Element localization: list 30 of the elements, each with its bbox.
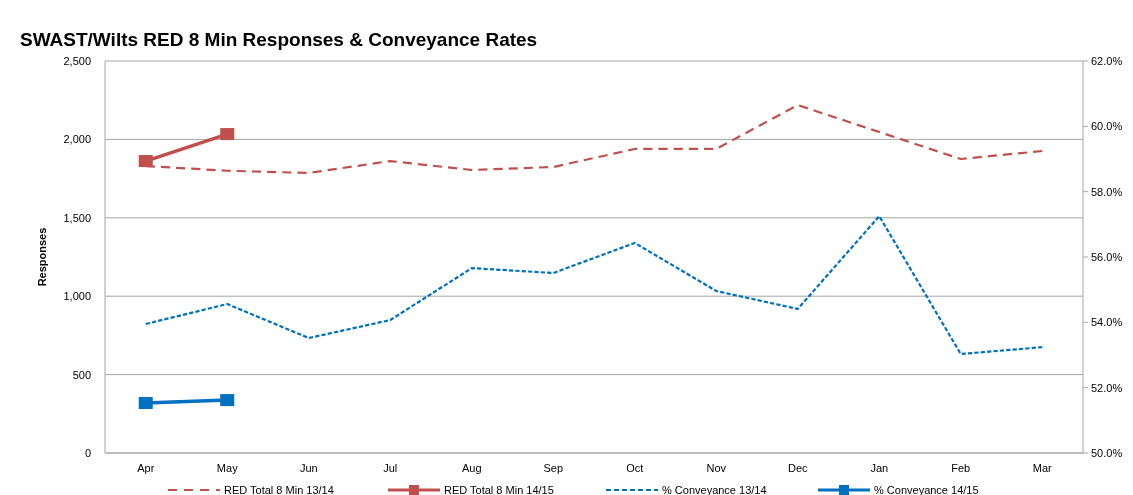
y-tick-label: 500 (72, 368, 91, 381)
y-axis-title: Responses (36, 227, 48, 287)
y-tick-label: 1,500 (63, 211, 91, 224)
y2-tick-label: 56.0% (1091, 251, 1123, 263)
y-tick-label: 2,000 (63, 133, 91, 146)
y-tick-label: 1,000 (63, 290, 91, 303)
y-tick-label: 2,500 (63, 55, 91, 67)
x-tick-label: Feb (951, 462, 971, 474)
x-tick-label: May (216, 462, 239, 474)
x-tick-label: Jun (299, 462, 318, 474)
y2-tick-label: 58.0% (1091, 185, 1123, 198)
legend-label: RED Total 8 Min 13/14 (224, 484, 334, 495)
x-tick-label: Sep (543, 462, 564, 474)
y2-tick-label: 60.0% (1091, 120, 1123, 133)
x-tick-label: Jul (383, 462, 398, 474)
chart-title: SWAST/Wilts RED 8 Min Responses & Conveyance Rates (20, 29, 538, 50)
x-tick-label: Nov (706, 462, 727, 474)
x-tick-label: Mar (1032, 462, 1053, 474)
x-tick-label: Aug (461, 462, 482, 474)
y2-tick-label: 50.0% (1091, 447, 1123, 459)
x-tick-label: Oct (626, 462, 644, 474)
x-tick-label: Apr (137, 462, 155, 474)
x-tick-label: Dec (787, 462, 809, 474)
y2-tick-label: 54.0% (1091, 316, 1123, 329)
line-series (144, 215, 1044, 356)
y2-tick-label: 62.0% (1091, 55, 1123, 67)
x-tick-label: Jan (870, 462, 889, 474)
y-tick-label: 0 (84, 447, 91, 459)
y2-tick-label: 52.0% (1091, 381, 1123, 394)
legend-label: RED Total 8 Min 14/15 (444, 484, 554, 495)
